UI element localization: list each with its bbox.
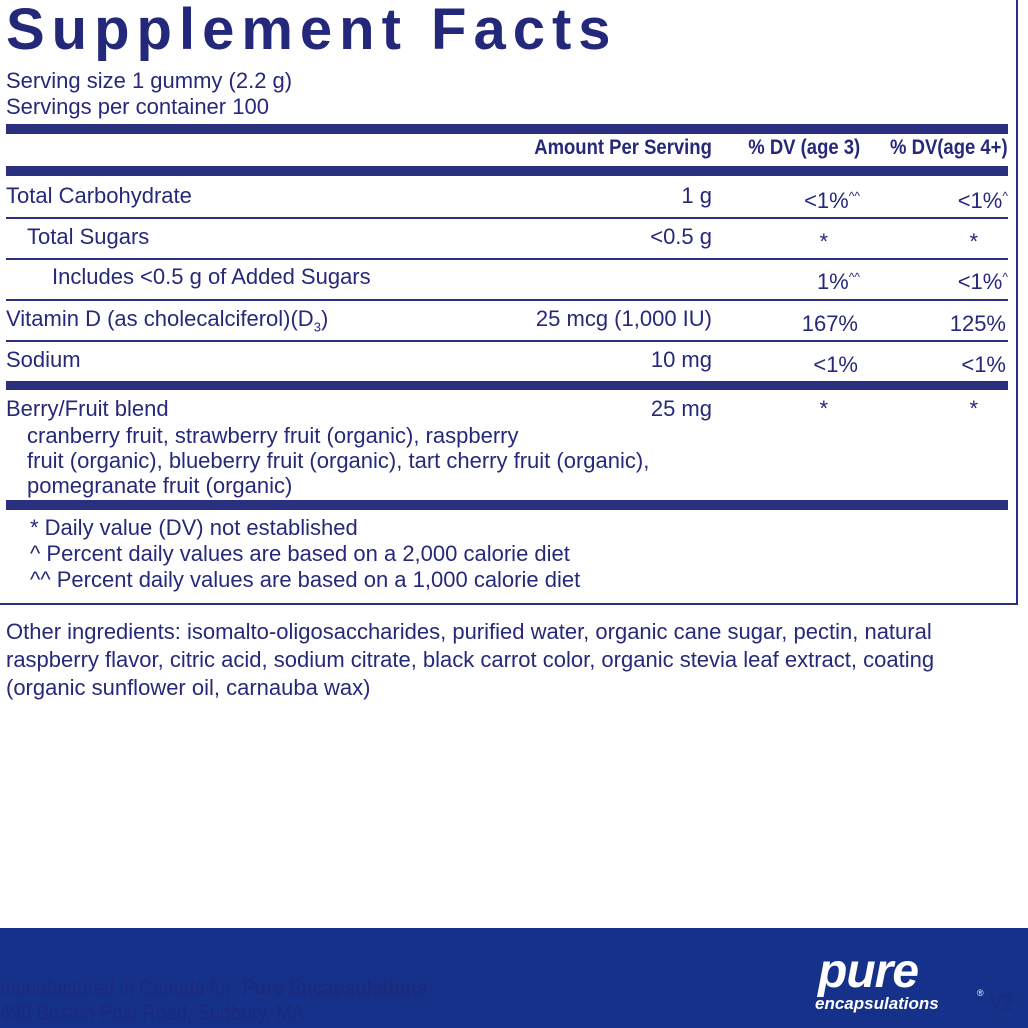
- logo-encapsulations: encapsulations: [815, 994, 939, 1013]
- nutrient-name: Vitamin D (as cholecalciferol)(D: [6, 306, 314, 331]
- nutrient-row-label: Includes <0.5 g of Added Sugars: [52, 264, 371, 290]
- footnote: ^^ Percent daily values are based on a 1…: [30, 567, 581, 592]
- blend-name: Berry/Fruit blend: [6, 396, 169, 421]
- divider-thin: [6, 258, 1008, 260]
- dv-value: <1%: [957, 269, 1003, 294]
- dv-value: *: [969, 229, 978, 254]
- nutrient-dv-age3: *: [819, 224, 828, 255]
- divider-thin: [6, 217, 1008, 219]
- dv-footnote-mark: ^^: [848, 189, 860, 203]
- nutrient-dv-age4: *: [969, 224, 978, 255]
- nutrient-amount: 25 mcg (1,000 IU): [535, 306, 712, 331]
- dv-value: <1%: [804, 188, 849, 213]
- nutrient-dv-age3: <1%: [813, 347, 858, 378]
- nutrient-name: Total Carbohydrate: [6, 183, 192, 208]
- nutrient-dv-age3: 167%: [802, 306, 858, 337]
- nutrient-row-label: Vitamin D (as cholecalciferol)(D3): [6, 306, 328, 340]
- blend-ingredients-line: cranberry fruit, strawberry fruit (organ…: [27, 423, 519, 448]
- footnote: * Daily value (DV) not established: [30, 515, 358, 540]
- nutrient-dv-age4: 125%: [950, 306, 1006, 337]
- nutrient-dv-age4: <1%^: [958, 264, 1008, 295]
- blend-amount: 25 mg: [650, 396, 712, 421]
- nutrient-name: Includes <0.5 g of Added Sugars: [52, 264, 371, 289]
- nutrient-amount: 1 g: [681, 183, 712, 208]
- blend-dv-age3: *: [819, 396, 828, 421]
- dv-footnote-mark: ^: [1002, 189, 1008, 203]
- nutrient-row-label: Total Carbohydrate: [6, 183, 192, 209]
- nutrient-name-end: ): [320, 306, 329, 331]
- divider-thick: [6, 500, 1008, 510]
- panel-title: Supplement Facts: [6, 0, 618, 62]
- dv-value: <1%: [957, 188, 1003, 213]
- nutrient-name: Total Sugars: [27, 224, 150, 249]
- version-label: V2: [990, 990, 1013, 1015]
- blend-ingredients-line: pomegranate fruit (organic): [27, 473, 293, 498]
- blend-ingredients-line: fruit (organic), blueberry fruit (organi…: [27, 448, 650, 473]
- dv-value: <1%: [961, 352, 1006, 377]
- manufacturer-line: manufactured in Canada for: Pure Encapsu…: [0, 975, 427, 1001]
- subscript: 3: [313, 319, 321, 335]
- nutrient-dv-age3: 1%^^: [817, 264, 860, 295]
- footnote: ^ Percent daily values are based on a 2,…: [30, 541, 570, 566]
- divider-thin: [6, 299, 1008, 301]
- other-ingredients: raspberry flavor, citric acid, sodium ci…: [6, 647, 935, 672]
- header-dv-age3: % DV (age 3): [748, 136, 860, 159]
- nutrient-amount: 10 mg: [650, 347, 712, 372]
- dv-footnote-mark: ^: [1002, 270, 1008, 284]
- logo-pure: pure: [818, 945, 919, 998]
- divider-thin: [6, 340, 1008, 342]
- address-line: 490 Boston Post Road, Sudbury, MA: [0, 1000, 305, 1025]
- other-ingredients: Other ingredients: isomalto-oligosacchar…: [6, 619, 932, 644]
- divider-thick: [6, 166, 1008, 176]
- serving-size: Serving size 1 gummy (2.2 g): [6, 68, 293, 93]
- manufacturer-prefix: manufactured in Canada for:: [0, 975, 243, 1000]
- divider-thick: [6, 124, 1008, 134]
- logo-registered: ®: [977, 988, 984, 998]
- divider-thick: [6, 381, 1008, 390]
- nutrient-dv-age4: <1%^: [958, 183, 1008, 214]
- dv-value: 167%: [801, 311, 858, 336]
- footer-band: manufactured in Canada for: Pure Encapsu…: [0, 928, 1028, 1028]
- header-amount: Amount Per Serving: [534, 136, 712, 159]
- dv-value: 125%: [949, 311, 1006, 336]
- dv-footnote-mark: ^^: [848, 270, 860, 284]
- nutrient-amount: <0.5 g: [650, 224, 712, 249]
- nutrient-row-label: Total Sugars: [27, 224, 149, 250]
- header-dv-age4: % DV(age 4+): [890, 136, 1008, 159]
- manufacturer-brand: Pure Encapsulations: [242, 975, 428, 1000]
- dv-value: *: [819, 229, 828, 254]
- nutrient-row-label: Sodium: [6, 347, 81, 373]
- dv-value: <1%: [813, 352, 858, 377]
- other-ingredients: (organic sunflower oil, carnauba wax): [6, 675, 371, 700]
- servings-per-container: Servings per container 100: [6, 94, 269, 119]
- dv-value: 1%: [816, 269, 849, 294]
- facts-panel-border: [0, 0, 1018, 605]
- nutrient-dv-age4: <1%: [961, 347, 1006, 378]
- nutrient-dv-age3: <1%^^: [804, 183, 860, 214]
- blend-dv-age4: *: [969, 396, 978, 421]
- nutrient-name: Sodium: [6, 347, 81, 372]
